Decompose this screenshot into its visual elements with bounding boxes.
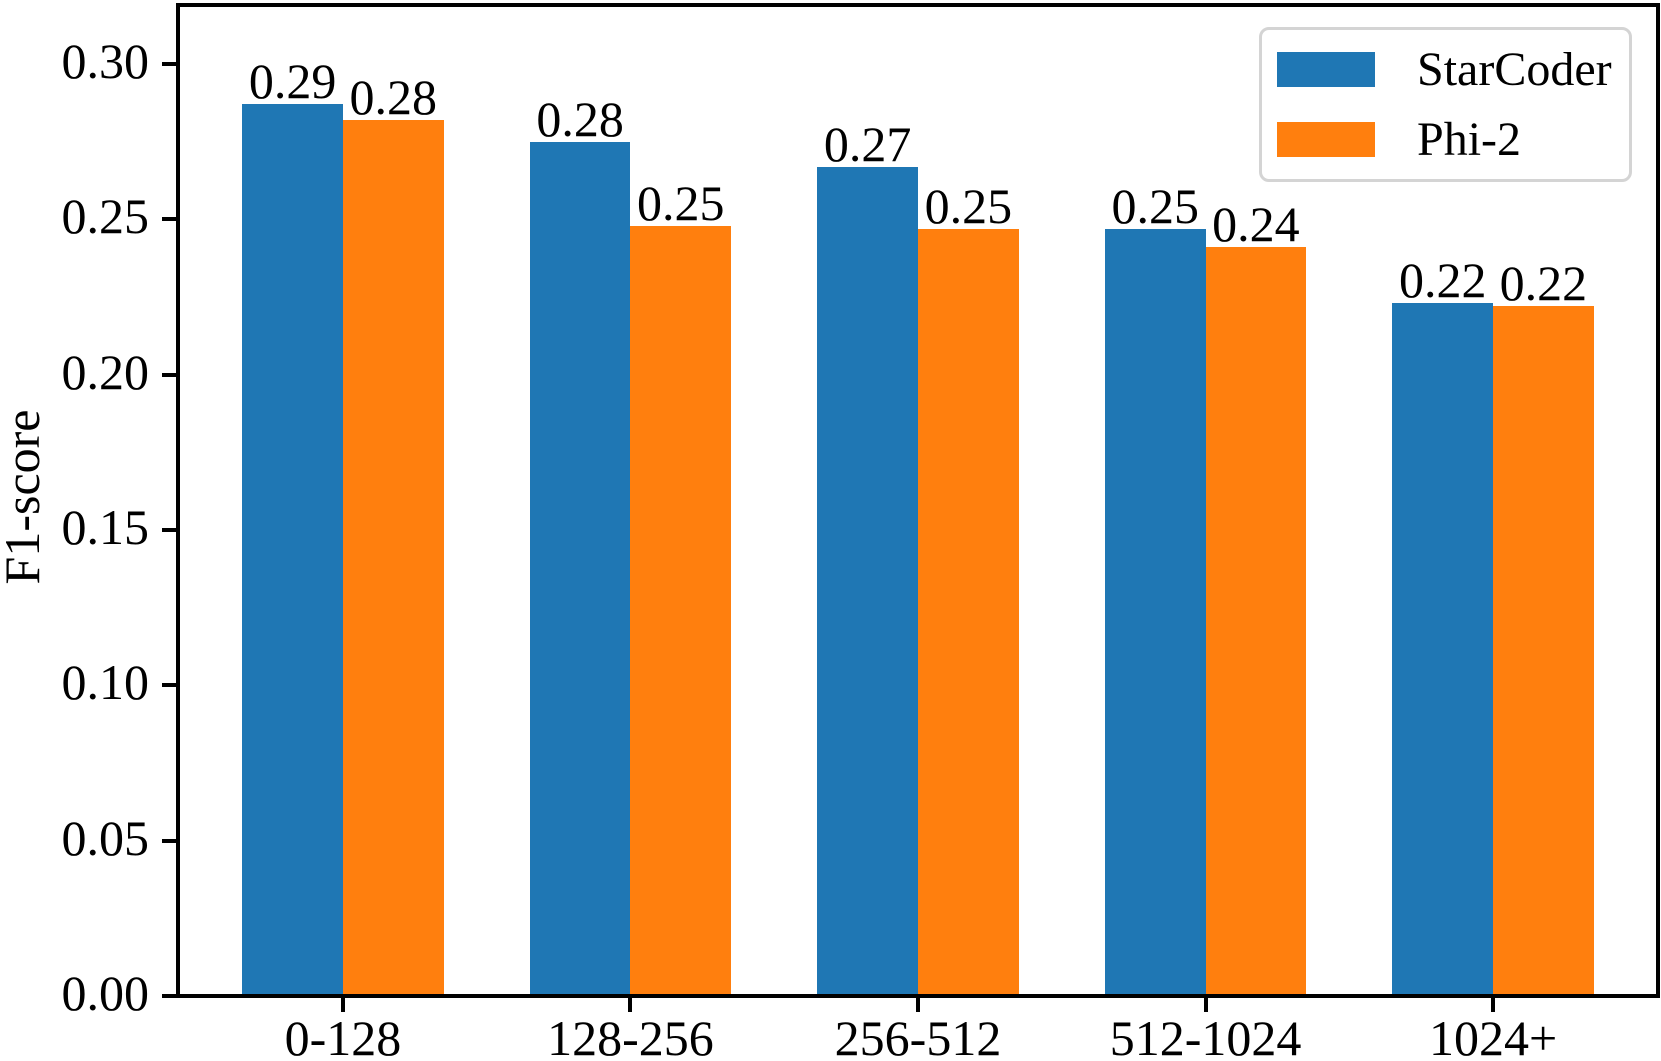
x-tick-256-512 — [916, 996, 920, 1012]
bar-phi-2-0-128 — [342, 119, 444, 996]
legend-label-starcoder: StarCoder — [1417, 42, 1612, 96]
y-tick-label-0.30: 0.30 — [61, 33, 150, 90]
y-axis-title: F1-score — [0, 409, 50, 585]
y-tick-0.10 — [162, 683, 178, 688]
bar-value-label-starcoder-256-512: 0.27 — [823, 115, 912, 172]
bar-phi-2-512-1024 — [1205, 247, 1307, 996]
y-tick-label-0.10: 0.10 — [61, 654, 150, 711]
y-tick-0.30 — [162, 62, 178, 67]
x-tick-1024 — [1491, 996, 1496, 1012]
bar-phi-2-1024 — [1493, 306, 1594, 996]
bar-value-label-phi-2-128-256: 0.25 — [637, 174, 725, 231]
bar-value-label-starcoder-1024: 0.22 — [1399, 252, 1487, 309]
bar-starcoder-0-128 — [242, 104, 343, 996]
y-tick-0.25 — [162, 217, 178, 222]
x-tick-128-256 — [628, 996, 633, 1012]
x-tick-0-128 — [340, 996, 345, 1012]
bar-starcoder-512-1024 — [1104, 228, 1206, 996]
bar-value-label-phi-2-256-512: 0.25 — [924, 177, 1013, 234]
y-tick-0.15 — [162, 528, 178, 532]
y-tick-label-0.15: 0.15 — [61, 499, 150, 555]
y-tick-0.20 — [162, 372, 178, 377]
bar-starcoder-256-512 — [817, 166, 918, 996]
bar-value-label-starcoder-128-256: 0.28 — [536, 90, 624, 147]
legend-label-phi-2: Phi-2 — [1417, 112, 1522, 166]
x-tick-label-1024: 1024+ — [1428, 1010, 1558, 1061]
bar-starcoder-128-256 — [529, 141, 631, 996]
legend-swatch-phi-2-icon — [1277, 122, 1375, 157]
x-tick-label-512-1024: 512-1024 — [1109, 1010, 1302, 1061]
x-tick-label-128-256: 128-256 — [547, 1010, 714, 1061]
x-tick-label-0-128: 0-128 — [284, 1010, 402, 1061]
legend: StarCoder Phi-2 — [1259, 27, 1632, 182]
x-tick-label-256-512: 256-512 — [834, 1010, 1002, 1061]
y-tick-label-0.20: 0.20 — [61, 343, 150, 400]
bar-value-label-phi-2-512-1024: 0.24 — [1212, 196, 1300, 253]
bar-value-label-phi-2-0-128: 0.28 — [349, 68, 437, 125]
legend-row-phi-2: Phi-2 — [1262, 105, 1629, 175]
y-tick-0.00 — [162, 994, 178, 998]
x-tick-512-1024 — [1203, 996, 1208, 1012]
bar-value-label-starcoder-0-128: 0.29 — [248, 53, 337, 110]
y-tick-0.05 — [162, 838, 178, 843]
y-tick-label-0.05: 0.05 — [61, 809, 150, 866]
legend-row-starcoder: StarCoder — [1262, 35, 1629, 105]
bar-value-label-starcoder-512-1024: 0.25 — [1111, 177, 1199, 234]
bar-phi-2-256-512 — [918, 228, 1019, 996]
bar-phi-2-128-256 — [630, 225, 732, 996]
y-tick-label-0.25: 0.25 — [61, 188, 150, 245]
bar-value-label-phi-2-1024: 0.22 — [1499, 255, 1588, 312]
y-tick-label-0.00: 0.00 — [61, 965, 150, 1021]
bar-starcoder-1024 — [1392, 303, 1494, 996]
legend-swatch-starcoder-icon — [1277, 52, 1375, 87]
